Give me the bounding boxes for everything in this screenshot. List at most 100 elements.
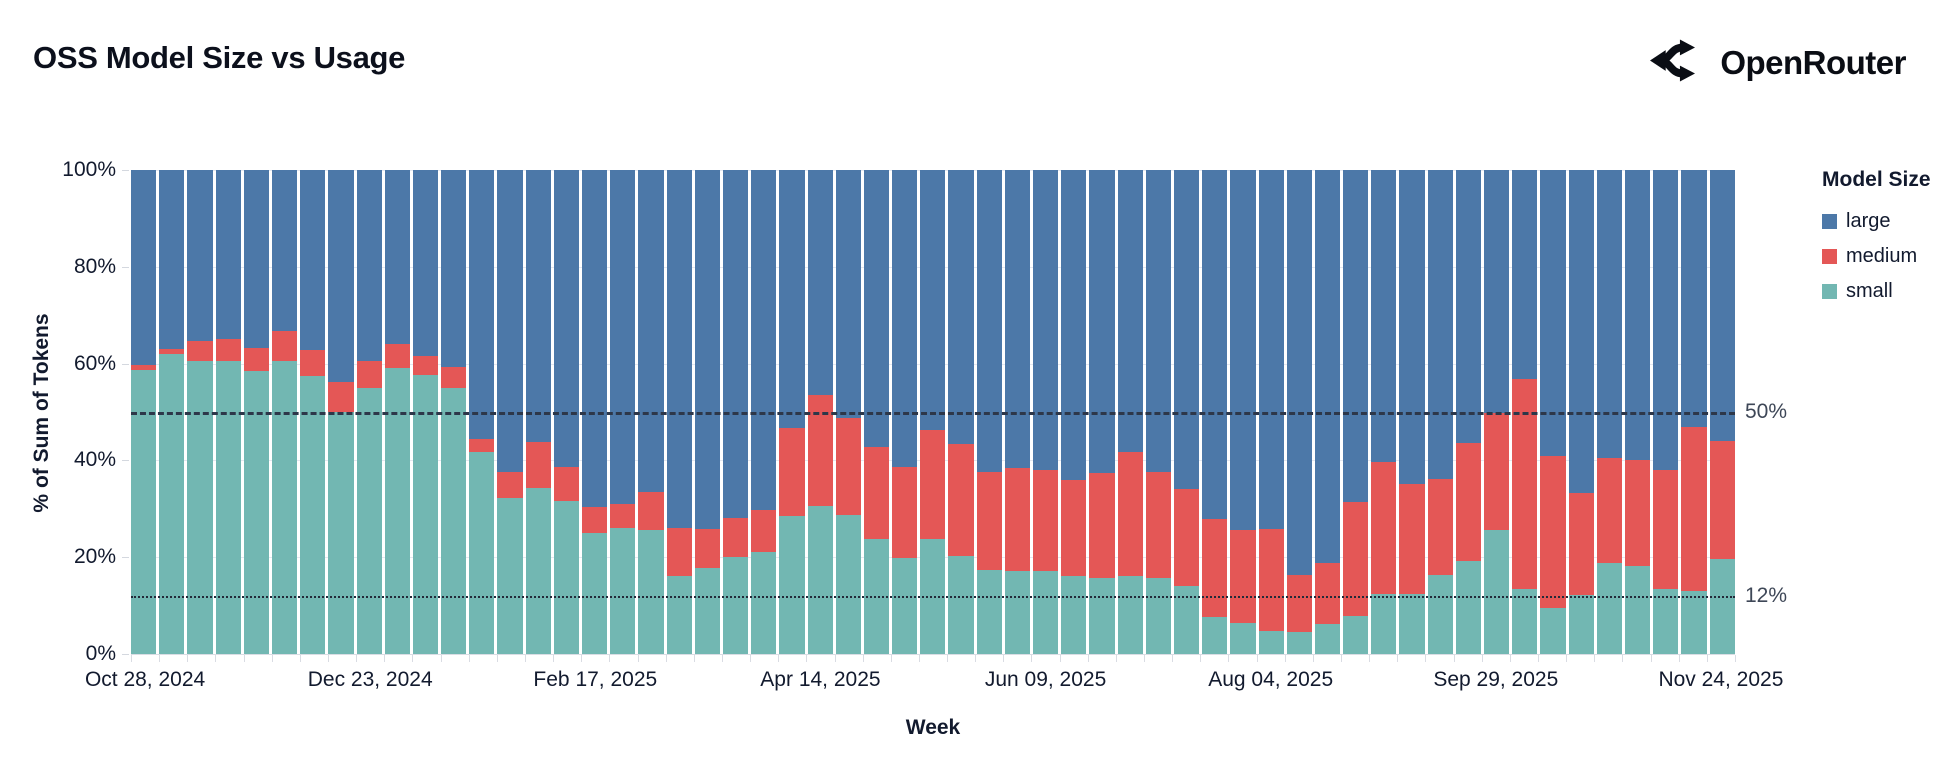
bar-week [1399,170,1425,654]
y-tick-mark-0 [122,654,129,655]
bar-segment-medium [1624,459,1651,567]
bar-segment-medium [1061,480,1087,577]
bar-segment-small [1455,561,1481,654]
x-minor-tick [1341,655,1343,662]
openrouter-logo: OpenRouter [1649,38,1906,88]
bar-week [328,170,354,654]
page-title: OSS Model Size vs Usage [33,40,406,75]
bar-segment-small [1145,577,1171,654]
bar-week [638,170,664,654]
bar-segment-medium [863,446,890,539]
bar-segment-small [384,368,410,654]
bar-segment-large [441,170,467,368]
bar-week [1173,170,1200,654]
x-tick-label: Oct 28, 2024 [84,668,206,691]
legend-label-small: small [1846,280,1893,302]
bar-segment-large [751,170,777,511]
bar-segment-large [807,170,833,395]
bar-segment-large [722,170,749,518]
bar-segment-small [328,412,354,654]
x-minor-tick [1369,655,1371,662]
bar-segment-medium [131,365,157,370]
bar-segment-medium [948,443,974,557]
bar-segment-medium [666,527,692,577]
bar-segment-small [187,361,213,654]
y-tick-label-20: 20% [73,545,116,569]
x-tick-label: Nov 24, 2025 [1658,668,1784,691]
bar-segment-small [666,576,692,654]
bar-week [412,170,439,654]
bar-segment-medium [694,528,720,568]
legend-title: Model Size [1822,168,1931,191]
bar-segment-small [1568,594,1594,654]
x-minor-tick [1706,655,1708,662]
bar-segment-medium [243,347,269,372]
x-minor-tick [862,655,864,662]
x-minor-tick [750,655,752,662]
bar-segment-medium [779,428,805,517]
x-tick-label: Jun 09, 2025 [984,668,1107,691]
bar-segment-medium [1709,440,1735,559]
bar-segment-medium [1173,488,1200,586]
bar-week [1540,170,1566,654]
x-minor-tick [243,655,245,662]
x-minor-tick [1453,655,1455,662]
x-minor-tick [384,655,386,662]
bar-segment-small [1653,589,1679,654]
bar-week [469,170,495,654]
bar-week [1709,170,1735,654]
bar-segment-medium [1258,528,1284,631]
bar-segment-small [1540,608,1566,654]
y-tick-label-100: 100% [62,158,116,181]
x-minor-tick [468,655,470,662]
x-minor-tick [1031,655,1033,662]
bar-segment-small [1230,623,1256,654]
bar-segment-medium [1681,427,1707,591]
bar-segment-medium [892,466,918,558]
bar-segment-large [666,170,692,528]
bar-week [131,170,157,654]
bar-segment-small [1004,571,1030,654]
legend-swatch-medium [1822,249,1837,264]
x-minor-tick [412,655,414,662]
y-tick-label-60: 60% [73,351,116,375]
bar-segment-small [807,506,833,654]
x-minor-tick [187,655,189,662]
y-tick-mark-100 [122,170,129,171]
x-minor-tick [637,655,639,662]
bar-segment-large [1709,170,1735,441]
bar-segment-large [976,170,1002,472]
bar-segment-large [892,170,918,467]
bar-segment-large [131,170,157,366]
legend-item-small: small [1822,280,1931,303]
bar-segment-large [638,170,664,493]
bar-week [187,170,213,654]
reference-line-12% [131,595,1735,598]
x-minor-tick [609,655,611,662]
bar-segment-large [1202,170,1228,520]
x-minor-tick [693,655,695,662]
bar-segment-small [356,387,382,654]
bar-segment-small [1624,566,1651,654]
bar-segment-medium [1145,471,1171,578]
bar-segment-small [835,515,861,654]
bar-week [835,170,861,654]
bar-segment-small [779,516,805,654]
x-minor-tick [1144,655,1146,662]
x-minor-tick [524,655,526,662]
bar-segment-medium [1202,519,1228,617]
bar-segment-large [920,170,946,430]
bar-segment-medium [1004,468,1030,572]
legend-item-large: large [1822,210,1931,233]
bar-week [1004,170,1030,654]
bar-segment-large [779,170,805,429]
bar-week [1089,170,1115,654]
bar-segment-large [1343,170,1369,503]
x-minor-tick [1735,655,1736,662]
bar-segment-large [356,170,382,362]
bar-week [553,170,579,654]
bar-week [300,170,326,654]
bar-segment-medium [497,472,523,498]
x-minor-tick [665,655,667,662]
bar-segment-small [469,451,495,654]
